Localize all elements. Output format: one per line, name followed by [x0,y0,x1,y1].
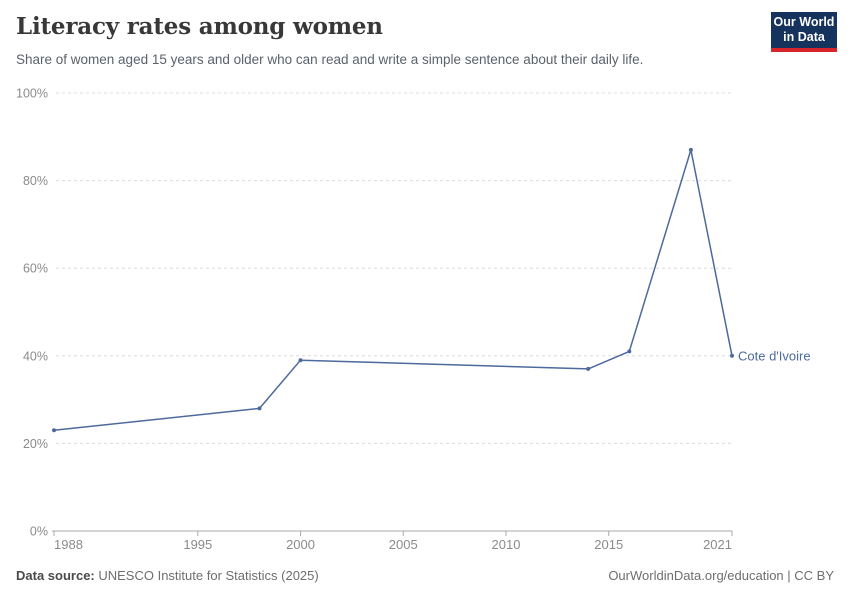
x-axis-label-2000: 2000 [286,537,315,552]
x-axis-label-1988: 1988 [54,537,83,552]
x-axis-label-1995: 1995 [183,537,212,552]
y-axis-label-40: 40% [23,349,48,363]
owid-logo-line2: in Data [783,30,825,44]
owid-logo-line1: Our World [773,15,835,29]
x-axis-label-2005: 2005 [389,537,418,552]
chart-subtitle: Share of women aged 15 years and older w… [16,52,644,67]
data-point-2019 [688,147,693,152]
data-point-2014 [586,366,591,371]
chart-title: Literacy rates among women [16,13,383,40]
data-point-2000 [298,358,303,363]
data-source-label: Data source: [16,568,95,583]
footer-citation-link[interactable]: OurWorldinData.org/education | CC BY [608,568,834,583]
owid-logo[interactable]: Our World in Data [771,12,837,52]
x-axis-label-2015: 2015 [594,537,623,552]
y-axis-label-100: 100% [16,87,48,101]
data-point-1998 [257,406,262,411]
series-entity-label: Cote d'Ivoire [738,348,811,363]
x-axis-label-2010: 2010 [492,537,521,552]
series-line [53,149,733,432]
x-axis-label-2021: 2021 [703,537,732,552]
data-point-1988 [52,428,56,433]
data-point-2016 [627,349,632,354]
data-point-2021 [730,353,734,358]
chart-footer: Data source: UNESCO Institute for Statis… [16,568,834,583]
y-axis-label-80: 80% [23,174,48,188]
data-source-note: Data source: UNESCO Institute for Statis… [16,568,319,583]
y-axis-label-0: 0% [30,525,48,539]
y-axis-label-20: 20% [23,437,48,451]
y-axis-label-60: 60% [23,262,48,276]
data-source-text: UNESCO Institute for Statistics (2025) [94,568,319,583]
